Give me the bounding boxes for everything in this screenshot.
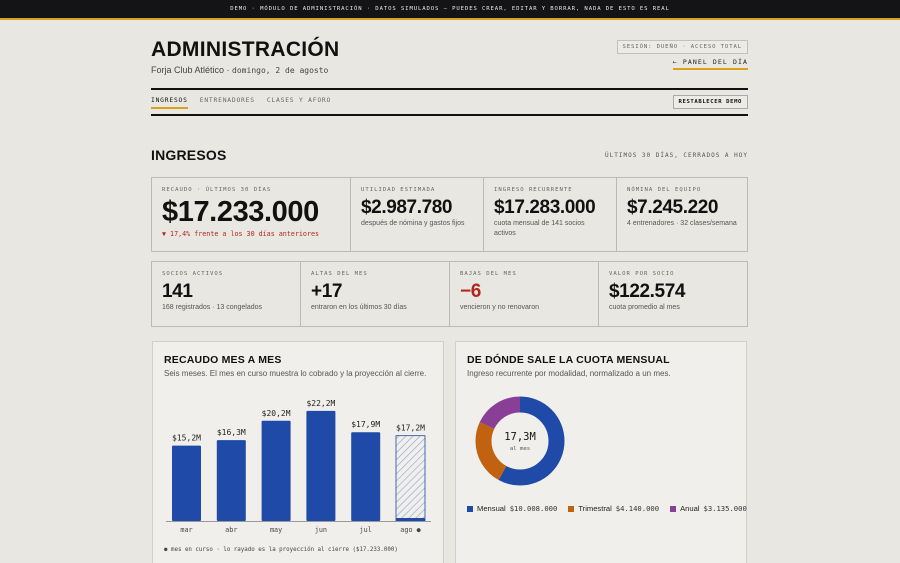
legend-item-anual: Anual $3.135.000: [670, 504, 747, 513]
demo-banner: DEMO · MÓDULO DE ADMINISTRACIÓN · DATOS …: [0, 0, 900, 20]
bar[interactable]: [351, 432, 381, 521]
bar[interactable]: [306, 410, 336, 521]
bar-data-label: $20,2M: [262, 409, 291, 418]
kpi-sub: entraron en los últimos 30 días: [311, 304, 407, 311]
tab-entrenadores[interactable]: ENTRENADORES: [199, 97, 255, 104]
kpi-delta: ▼ 17,4% frente a los 30 días anteriores: [162, 230, 320, 238]
kpi-value: $17.233.000: [162, 196, 319, 228]
donut-chart: 17,3M al mes: [475, 396, 565, 486]
page-title: ADMINISTRACIÓN: [151, 38, 340, 61]
legend-value: $3.135.000: [703, 504, 747, 513]
bar-chart-card: RECAUDO MES A MES Seis meses. El mes en …: [152, 341, 444, 563]
kpi-label: RECAUDO · ÚLTIMOS 30 DÍAS: [162, 187, 272, 193]
kpi-sub: vencieron y no renovaron: [460, 304, 539, 311]
kpi-value: $17.283.000: [494, 197, 596, 218]
kpi-valor-por-socio: VALOR POR SOCIO $122.574 cuota promedio …: [599, 262, 747, 326]
card-subtitle: Seis meses. El mes en curso muestra lo c…: [164, 369, 427, 378]
bar-chart-note: ● mes en curso · lo rayado es la proyecc…: [164, 547, 398, 553]
kpi-value: $7.245.220: [627, 197, 719, 218]
bar-data-label: $17,9M: [351, 420, 380, 429]
nav-rule-bottom: [151, 114, 748, 116]
legend-swatch: [467, 505, 473, 512]
legend-name: Trimestral: [578, 504, 612, 513]
kpi-value: $2.987.780: [361, 197, 453, 218]
section-period-note: ÚLTIMOS 30 DÍAS, CERRADOS A HOY: [605, 152, 748, 159]
legend-swatch: [670, 505, 677, 512]
card-subtitle: Ingreso recurrente por modalidad, normal…: [467, 369, 671, 378]
donut-center-label: al mes: [510, 446, 530, 452]
kpi-value: −6: [460, 281, 481, 302]
x-tick-label: jul: [360, 526, 372, 534]
bar-data-label: $16,3M: [217, 428, 246, 437]
donut-center-value: 17,3M: [504, 431, 536, 443]
session-badge: SESIÓN: DUEÑO · ACCESO TOTAL: [616, 40, 748, 54]
section-title: INGRESOS: [151, 147, 227, 163]
bar-data-label: $22,2M: [306, 399, 335, 408]
kpi-label: SOCIOS ACTIVOS: [162, 271, 224, 277]
legend-name: Mensual: [477, 504, 506, 513]
tab-ingresos[interactable]: INGRESOS: [151, 97, 188, 109]
x-tick-label: ago ●: [400, 526, 421, 534]
kpi-sub: 168 registrados · 13 congelados: [162, 304, 263, 311]
kpi-nomina: NÓMINA DEL EQUIPO $7.245.220 4 entrenado…: [617, 178, 747, 251]
kpi-label: VALOR POR SOCIO: [609, 271, 675, 277]
card-title: RECAUDO MES A MES: [164, 354, 282, 366]
kpi-label: BAJAS DEL MES: [460, 271, 517, 277]
kpi-ingreso-recurrente: INGRESO RECURRENTE $17.283.000 cuota men…: [484, 178, 617, 251]
x-tick-label: jun: [315, 526, 327, 534]
bar-chart: $15,2M mar $16,3M abr $20,2M may $22,2M jun $17,…: [166, 399, 431, 534]
kpi-socios-activos: SOCIOS ACTIVOS 141 168 registrados · 13 …: [152, 262, 301, 326]
kpi-label: NÓMINA DEL EQUIPO: [627, 187, 702, 193]
bar[interactable]: [261, 420, 291, 521]
bar-data-label: $15,2M: [172, 434, 201, 443]
legend-value: $10.008.000: [509, 504, 558, 513]
bar-projection: [395, 435, 426, 522]
donut-chart-card: DE DÓNDE SALE LA CUOTA MENSUAL Ingreso r…: [455, 341, 747, 563]
kpi-label: INGRESO RECURRENTE: [494, 187, 573, 193]
current-date: domingo, 2 de agosto: [232, 66, 329, 75]
donut-slice-anual[interactable]: [475, 396, 565, 486]
kpi-label: UTILIDAD ESTIMADA: [361, 187, 436, 193]
club-name: Forja Club Atlético ·: [151, 65, 230, 75]
bar[interactable]: [396, 518, 425, 521]
card-title: DE DÓNDE SALE LA CUOTA MENSUAL: [467, 354, 670, 366]
kpi-row-bottom: SOCIOS ACTIVOS 141 168 registrados · 13 …: [151, 261, 748, 327]
donut-slice-trimestral[interactable]: [475, 396, 565, 486]
bar[interactable]: [172, 445, 201, 521]
kpi-row-top: RECAUDO · ÚLTIMOS 30 DÍAS $17.233.000 ▼ …: [151, 177, 748, 252]
tab-clases-y-aforo[interactable]: CLASES Y AFORO: [266, 97, 332, 104]
nav-rule-top: [151, 88, 748, 90]
reset-demo-button[interactable]: RESTABLECER DEMO: [672, 95, 748, 109]
x-tick-label: abr: [225, 526, 237, 534]
kpi-value: 141: [162, 281, 193, 302]
legend-item-trimestral: Trimestral $4.140.000: [568, 504, 659, 513]
bar[interactable]: [216, 440, 246, 521]
section-tabs: INGRESOS ENTRENADORES CLASES Y AFORO: [151, 97, 331, 109]
donut-legend: Mensual $10.008.000 Trimestral $4.140.00…: [467, 504, 747, 513]
x-tick-label: may: [270, 526, 282, 534]
legend-item-mensual: Mensual $10.008.000: [467, 504, 557, 513]
legend-value: $4.140.000: [615, 504, 660, 513]
kpi-utilidad: UTILIDAD ESTIMADA $2.987.780 después de …: [351, 178, 484, 251]
kpi-value: $122.574: [609, 281, 686, 302]
x-tick-label: mar: [180, 526, 192, 534]
kpi-label: ALTAS DEL MES: [311, 271, 368, 277]
kpi-recaudo: RECAUDO · ÚLTIMOS 30 DÍAS $17.233.000 ▼ …: [152, 178, 351, 251]
legend-name: Anual: [680, 504, 700, 513]
kpi-sub: después de nómina y gastos fijos: [361, 220, 465, 227]
kpi-sub: 4 entrenadores · 32 clases/semana: [627, 220, 737, 227]
kpi-altas: ALTAS DEL MES +17 entraron en los último…: [301, 262, 450, 326]
kpi-sub: cuota mensual de 141 socios activos: [494, 220, 585, 237]
kpi-value: +17: [311, 281, 343, 302]
kpi-bajas: BAJAS DEL MES −6 vencieron y no renovaro…: [450, 262, 599, 326]
bar-data-label: $17,2M: [396, 424, 425, 433]
kpi-sub: cuota promedio al mes: [609, 304, 680, 311]
panel-del-dia-link[interactable]: ← PANEL DEL DÍA: [672, 58, 748, 70]
page-subtitle: Forja Club Atlético · domingo, 2 de agos…: [151, 65, 328, 75]
legend-swatch: [568, 505, 575, 512]
